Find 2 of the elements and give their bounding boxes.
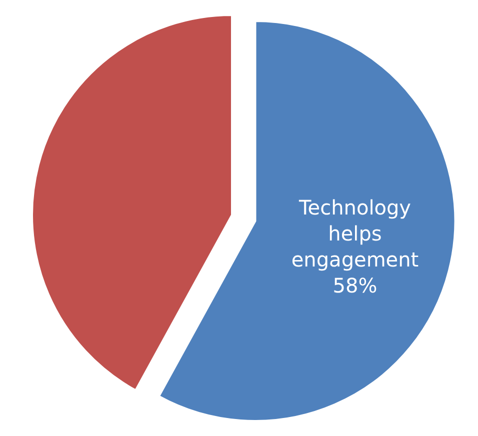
slice-label: Technology helps engagement <box>291 196 419 272</box>
data-label: 58% <box>332 274 378 298</box>
